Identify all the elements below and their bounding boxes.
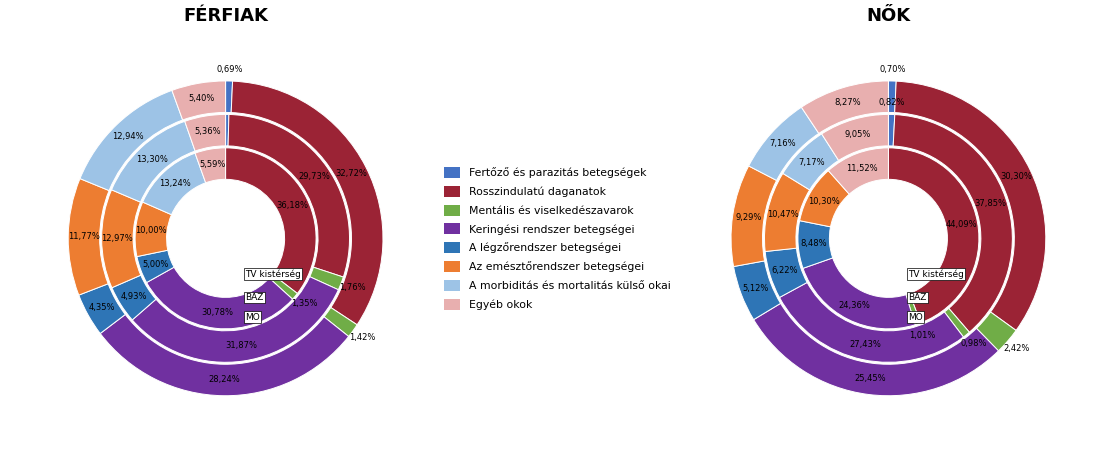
Wedge shape <box>764 173 810 252</box>
Text: 8,27%: 8,27% <box>834 98 861 107</box>
Wedge shape <box>133 276 339 362</box>
Text: 0,70%: 0,70% <box>879 65 906 74</box>
Text: 10,47%: 10,47% <box>768 210 799 219</box>
Wedge shape <box>800 171 849 227</box>
Wedge shape <box>172 81 225 120</box>
Wedge shape <box>780 282 964 362</box>
Text: 29,73%: 29,73% <box>299 172 330 181</box>
Wedge shape <box>195 148 226 183</box>
Text: 8,48%: 8,48% <box>801 239 828 248</box>
Text: 5,59%: 5,59% <box>199 160 226 169</box>
Wedge shape <box>185 114 225 151</box>
Text: 27,43%: 27,43% <box>850 340 881 349</box>
Text: 6,22%: 6,22% <box>772 266 799 275</box>
Wedge shape <box>754 303 998 396</box>
Text: 30,30%: 30,30% <box>1000 173 1032 182</box>
Wedge shape <box>143 153 206 215</box>
Title: NŐK: NŐK <box>867 7 910 25</box>
Text: 2,42%: 2,42% <box>1004 344 1029 353</box>
Wedge shape <box>893 114 1013 332</box>
Wedge shape <box>111 275 156 320</box>
Text: 12,97%: 12,97% <box>101 234 134 243</box>
Wedge shape <box>79 284 125 334</box>
Text: 13,30%: 13,30% <box>136 155 167 164</box>
Wedge shape <box>895 81 1046 331</box>
Text: 7,16%: 7,16% <box>770 139 797 148</box>
Wedge shape <box>803 258 916 329</box>
Text: 11,52%: 11,52% <box>846 164 878 173</box>
Text: MO: MO <box>245 312 260 321</box>
Text: 13,24%: 13,24% <box>158 179 190 188</box>
Wedge shape <box>226 148 316 293</box>
Wedge shape <box>765 248 808 297</box>
Wedge shape <box>829 148 888 194</box>
Wedge shape <box>147 267 293 329</box>
Wedge shape <box>101 190 140 288</box>
Wedge shape <box>977 312 1016 351</box>
Title: FÉRFIAK: FÉRFIAK <box>183 7 268 25</box>
Text: 9,29%: 9,29% <box>735 213 762 222</box>
Text: 10,30%: 10,30% <box>808 197 840 206</box>
Wedge shape <box>906 293 920 325</box>
Wedge shape <box>68 178 109 295</box>
Wedge shape <box>889 81 897 113</box>
Wedge shape <box>226 114 228 146</box>
Text: 1,42%: 1,42% <box>350 333 375 342</box>
Wedge shape <box>226 81 233 113</box>
Text: 24,36%: 24,36% <box>839 301 871 310</box>
Text: 1,35%: 1,35% <box>291 300 317 308</box>
Wedge shape <box>889 148 979 323</box>
Text: 36,18%: 36,18% <box>276 201 309 210</box>
Wedge shape <box>749 107 819 180</box>
Text: 11,77%: 11,77% <box>68 232 100 242</box>
Text: 1,01%: 1,01% <box>909 331 935 340</box>
Text: 10,00%: 10,00% <box>136 226 167 235</box>
Wedge shape <box>137 250 174 282</box>
Wedge shape <box>798 221 833 268</box>
Wedge shape <box>310 267 343 290</box>
Text: 5,12%: 5,12% <box>743 284 769 293</box>
Text: 1,76%: 1,76% <box>339 283 365 292</box>
Text: 31,87%: 31,87% <box>225 341 257 350</box>
Wedge shape <box>889 114 895 146</box>
Wedge shape <box>822 114 889 160</box>
Text: 0,82%: 0,82% <box>879 98 906 107</box>
Wedge shape <box>135 202 172 257</box>
Text: 5,00%: 5,00% <box>143 260 168 269</box>
Wedge shape <box>731 166 776 266</box>
Text: 9,05%: 9,05% <box>844 130 871 139</box>
Text: 28,24%: 28,24% <box>208 375 240 385</box>
Text: BAZ: BAZ <box>245 293 264 302</box>
Wedge shape <box>801 81 889 133</box>
Text: 30,78%: 30,78% <box>202 308 233 317</box>
Text: TV kistérség: TV kistérség <box>245 269 301 278</box>
Text: 5,36%: 5,36% <box>194 127 221 136</box>
Text: 0,98%: 0,98% <box>960 339 987 348</box>
Text: 5,40%: 5,40% <box>188 94 214 104</box>
Text: 25,45%: 25,45% <box>854 375 887 383</box>
Wedge shape <box>80 90 183 191</box>
Text: 0,69%: 0,69% <box>216 65 243 74</box>
Wedge shape <box>783 134 839 190</box>
Wedge shape <box>734 261 781 320</box>
Wedge shape <box>270 274 297 299</box>
Wedge shape <box>100 315 349 396</box>
Text: 7,17%: 7,17% <box>798 158 824 167</box>
Text: 37,85%: 37,85% <box>975 199 1007 208</box>
Text: 44,09%: 44,09% <box>946 220 978 229</box>
Text: BAZ: BAZ <box>908 293 927 302</box>
Wedge shape <box>111 121 195 202</box>
Legend: Fertőző és parazitás betegségek, Rosszindulatú daganatok, Mentális és viselkedés: Fertőző és parazitás betegségek, Rosszin… <box>438 162 676 315</box>
Wedge shape <box>945 308 969 337</box>
Text: 4,93%: 4,93% <box>121 291 147 301</box>
Text: 4,35%: 4,35% <box>89 303 115 312</box>
Text: MO: MO <box>908 312 922 321</box>
Wedge shape <box>232 81 383 325</box>
Wedge shape <box>228 114 350 277</box>
Text: 32,72%: 32,72% <box>335 169 368 178</box>
Text: 12,94%: 12,94% <box>111 132 144 141</box>
Wedge shape <box>324 307 358 336</box>
Text: TV kistérség: TV kistérség <box>908 269 964 278</box>
